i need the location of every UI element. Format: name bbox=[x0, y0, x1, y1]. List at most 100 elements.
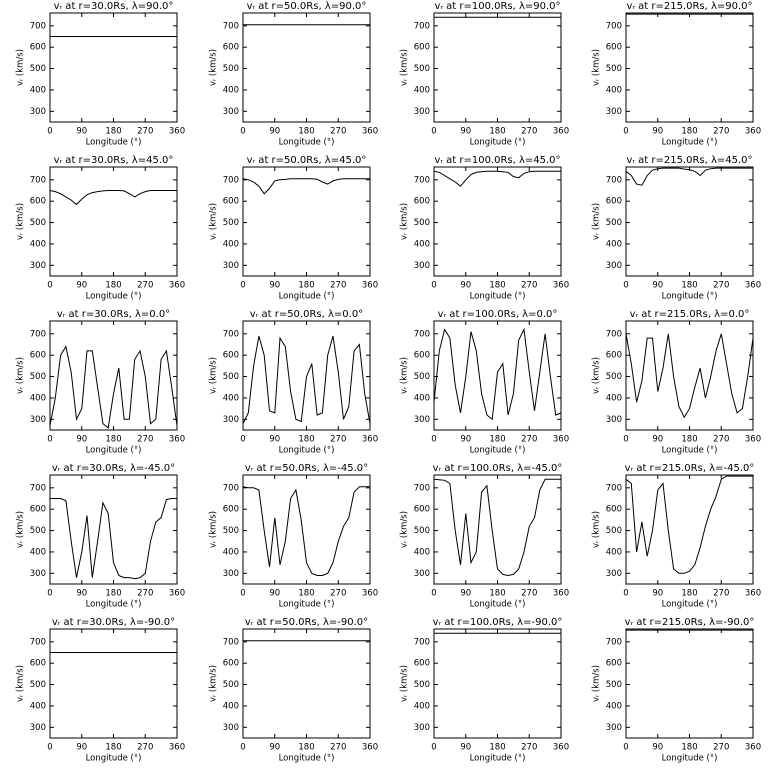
y-tick-label: 400 bbox=[414, 85, 430, 95]
plot-frame bbox=[625, 12, 754, 123]
y-tick-label: 700 bbox=[30, 329, 46, 339]
y-tick-label: 300 bbox=[30, 261, 46, 271]
plot-frame bbox=[49, 12, 178, 123]
y-axis-label: vᵣ (km/s) bbox=[592, 665, 602, 702]
x-tick-label: 90 bbox=[460, 281, 471, 291]
data-line bbox=[433, 327, 562, 421]
x-tick-label: 0 bbox=[431, 743, 436, 753]
x-tick-label: 180 bbox=[681, 743, 697, 753]
chart-title: vᵣ at r=50.0Rs, λ=45.0° bbox=[247, 155, 367, 166]
chart-title: vᵣ at r=50.0Rs, λ=-45.0° bbox=[245, 463, 368, 474]
x-tick-label: 180 bbox=[298, 435, 314, 445]
x-tick-label: 180 bbox=[489, 435, 505, 445]
x-tick-label: 360 bbox=[362, 743, 378, 753]
x-tick-label: 180 bbox=[489, 743, 505, 753]
y-axis-label: vᵣ (km/s) bbox=[209, 357, 219, 394]
x-tick-label: 0 bbox=[431, 435, 436, 445]
x-tick-label: 270 bbox=[137, 743, 153, 753]
x-tick-label: 360 bbox=[169, 281, 185, 291]
y-tick-label: 400 bbox=[606, 393, 622, 403]
y-tick-label: 400 bbox=[223, 239, 239, 249]
chart-title: vᵣ at r=215.0Rs, λ=-45.0° bbox=[625, 463, 755, 474]
x-tick-label: 90 bbox=[269, 589, 280, 599]
x-axis-label: Longitude (°) bbox=[86, 292, 142, 302]
y-tick-label: 700 bbox=[223, 175, 239, 185]
y-tick-label: 400 bbox=[414, 393, 430, 403]
x-tick-label: 90 bbox=[460, 743, 471, 753]
y-tick-label: 700 bbox=[606, 483, 622, 493]
y-tick-label: 300 bbox=[223, 261, 239, 271]
x-axis-label: Longitude (°) bbox=[279, 446, 335, 456]
data-line bbox=[433, 478, 561, 577]
y-axis-label: vᵣ (km/s) bbox=[209, 49, 219, 86]
y-tick-label: 400 bbox=[606, 85, 622, 95]
x-axis-label: Longitude (°) bbox=[86, 600, 142, 610]
x-tick-label: 360 bbox=[362, 281, 378, 291]
x-tick-label: 270 bbox=[713, 127, 729, 137]
x-tick-label: 90 bbox=[652, 589, 663, 599]
y-tick-label: 700 bbox=[414, 21, 430, 31]
x-tick-label: 360 bbox=[169, 435, 185, 445]
chart-title: vᵣ at r=100.0Rs, λ=-90.0° bbox=[433, 617, 563, 628]
x-tick-label: 90 bbox=[76, 743, 87, 753]
x-tick-label: 90 bbox=[76, 281, 87, 291]
y-tick-label: 300 bbox=[223, 723, 239, 733]
x-tick-label: 180 bbox=[105, 281, 121, 291]
x-axis-label: Longitude (°) bbox=[86, 446, 142, 456]
y-axis-label: vᵣ (km/s) bbox=[209, 203, 219, 240]
y-tick-label: 300 bbox=[414, 415, 430, 425]
chart-title: vᵣ at r=30.0Rs, λ=-45.0° bbox=[52, 463, 175, 474]
y-tick-label: 300 bbox=[414, 569, 430, 579]
x-axis-label: Longitude (°) bbox=[279, 754, 335, 764]
y-tick-label: 600 bbox=[30, 197, 46, 207]
y-tick-label: 500 bbox=[606, 680, 622, 690]
y-tick-label: 400 bbox=[223, 393, 239, 403]
x-tick-label: 360 bbox=[362, 127, 378, 137]
y-axis-label: vᵣ (km/s) bbox=[400, 203, 410, 240]
y-tick-label: 400 bbox=[30, 85, 46, 95]
y-tick-label: 700 bbox=[414, 483, 430, 493]
y-tick-label: 700 bbox=[606, 329, 622, 339]
y-tick-label: 300 bbox=[30, 723, 46, 733]
data-line bbox=[433, 170, 561, 187]
x-tick-label: 0 bbox=[431, 589, 436, 599]
x-axis-label: Longitude (°) bbox=[86, 754, 142, 764]
y-tick-label: 700 bbox=[414, 329, 430, 339]
x-tick-label: 90 bbox=[460, 589, 471, 599]
y-axis-label: vᵣ (km/s) bbox=[592, 357, 602, 394]
y-tick-label: 500 bbox=[606, 372, 622, 382]
x-tick-label: 0 bbox=[47, 435, 52, 445]
y-tick-label: 400 bbox=[30, 239, 46, 249]
chart-title: vᵣ at r=30.0Rs, λ=90.0° bbox=[54, 1, 174, 12]
y-tick-label: 400 bbox=[606, 701, 622, 711]
y-tick-label: 300 bbox=[606, 569, 622, 579]
y-tick-label: 300 bbox=[223, 107, 239, 117]
x-axis-label: Longitude (°) bbox=[662, 446, 718, 456]
y-tick-label: 500 bbox=[414, 64, 430, 74]
y-tick-label: 400 bbox=[606, 547, 622, 557]
y-tick-label: 700 bbox=[30, 175, 46, 185]
x-tick-label: 360 bbox=[553, 589, 569, 599]
y-tick-label: 400 bbox=[223, 547, 239, 557]
x-axis-label: Longitude (°) bbox=[662, 754, 718, 764]
y-tick-label: 500 bbox=[30, 372, 46, 382]
x-tick-label: 270 bbox=[713, 589, 729, 599]
x-tick-label: 0 bbox=[431, 281, 436, 291]
y-tick-label: 600 bbox=[223, 351, 239, 361]
y-axis-label: vᵣ (km/s) bbox=[209, 665, 219, 702]
y-tick-label: 300 bbox=[30, 569, 46, 579]
y-tick-label: 600 bbox=[414, 43, 430, 53]
x-tick-label: 270 bbox=[330, 127, 346, 137]
x-tick-label: 360 bbox=[553, 281, 569, 291]
y-tick-label: 400 bbox=[414, 239, 430, 249]
chart-title: vᵣ at r=30.0Rs, λ=45.0° bbox=[54, 155, 174, 166]
x-tick-label: 360 bbox=[169, 743, 185, 753]
x-tick-label: 0 bbox=[431, 127, 436, 137]
plot-frame bbox=[242, 474, 371, 585]
x-axis-label: Longitude (°) bbox=[279, 600, 335, 610]
x-tick-label: 270 bbox=[330, 281, 346, 291]
plot-frame bbox=[49, 320, 178, 431]
plot-frame bbox=[242, 12, 371, 123]
x-tick-label: 90 bbox=[269, 127, 280, 137]
